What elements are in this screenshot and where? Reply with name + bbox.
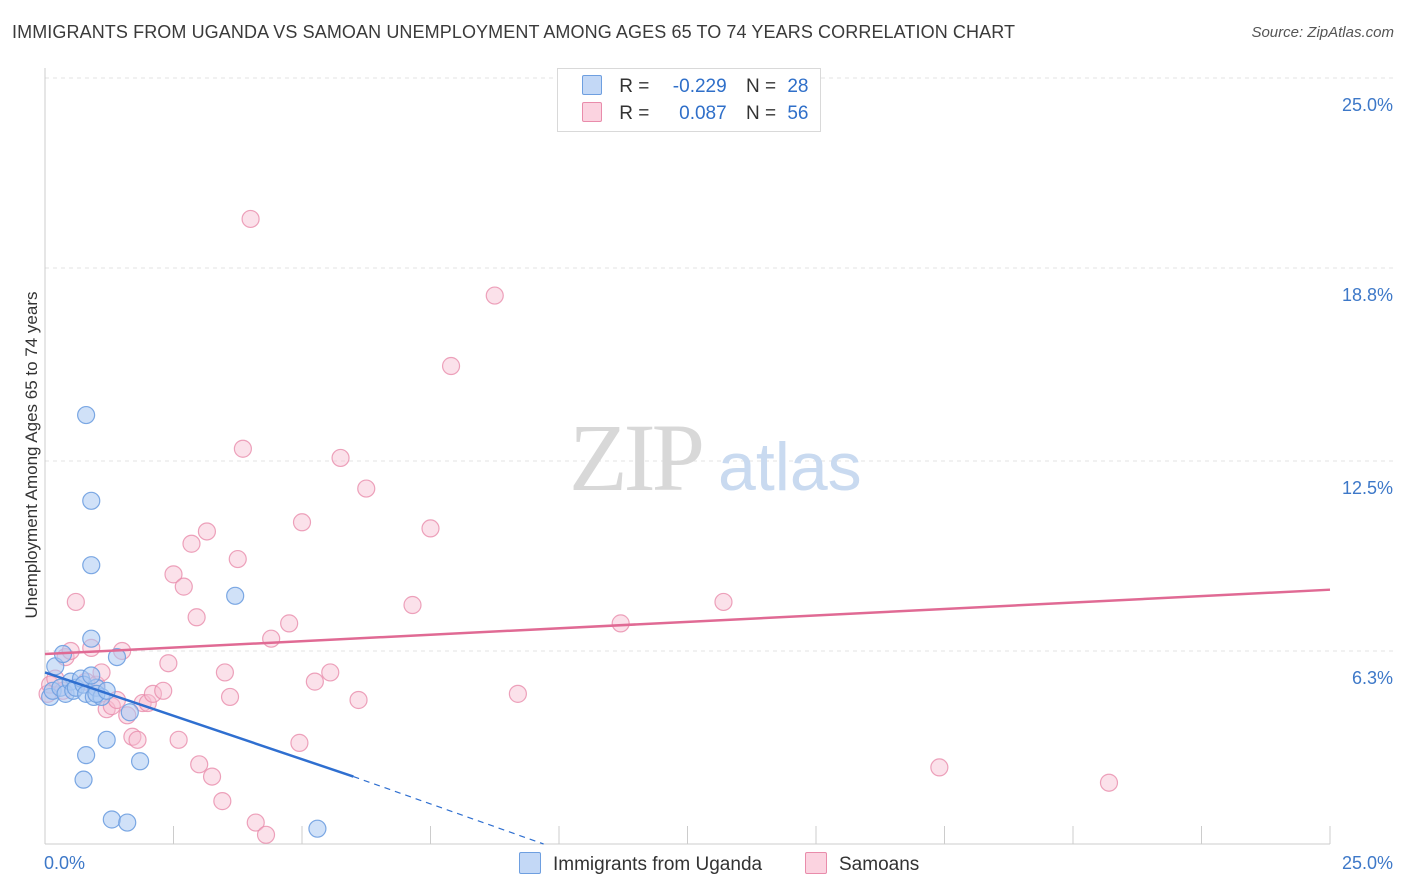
uganda-point (77, 746, 96, 765)
y-tick-label: 6.3% (1352, 668, 1393, 688)
samoan-point (403, 595, 422, 615)
samoan-point (485, 286, 504, 305)
x-tick-label-max: 25.0% (1342, 853, 1393, 873)
samoa-swatch (582, 102, 602, 122)
trend-lines (44, 588, 1331, 845)
legend-samoa-r-value: 0.087 (679, 103, 727, 124)
uganda-point (82, 556, 101, 575)
legend-samoa-n-value: 56 (787, 103, 809, 124)
uganda-point (82, 666, 101, 685)
samoan-point (202, 767, 222, 786)
correlation-legend: R = -0.229 N = 28 R = 0.087 N = 56 (557, 68, 821, 132)
samoan-point (233, 439, 252, 458)
samoan-point (290, 733, 309, 752)
source-label: Source: ZipAtlas.com (1251, 24, 1394, 41)
samoan-point (246, 813, 265, 832)
legend-samoa-r-label: R = (619, 103, 650, 124)
bottom-samoa-swatch (805, 852, 827, 874)
samoan-point (143, 684, 163, 703)
bottom-uganda-label: Immigrants from Uganda (553, 854, 763, 875)
samoan-point (256, 825, 276, 844)
watermark-atlas: atlas (718, 429, 862, 505)
samoan-point (262, 629, 281, 648)
legend-uganda-r-label: R = (619, 76, 650, 97)
bottom-uganda-swatch (519, 852, 541, 874)
uganda-point (102, 810, 121, 829)
samoan-point (174, 577, 193, 596)
samoan-point (321, 663, 340, 682)
samoan-point (190, 755, 209, 774)
uganda-point (118, 813, 137, 832)
y-axis-label: Unemployment Among Ages 65 to 74 years (22, 291, 41, 619)
legend-row-samoa: R = 0.087 N = 56 (582, 102, 808, 128)
samoan-point (508, 684, 527, 703)
samoan-point (930, 758, 949, 777)
uganda-point (130, 752, 150, 771)
samoan-point (159, 654, 178, 673)
uganda-point (120, 703, 139, 722)
samoan-point (441, 356, 461, 376)
grid-lines (45, 77, 1393, 652)
samoan-point (228, 549, 247, 569)
samoan-point (169, 730, 188, 749)
samoan-point (215, 663, 234, 682)
samoan-point (66, 592, 85, 612)
samoan-point (241, 209, 260, 229)
samoan-point (182, 534, 201, 553)
uganda-series (41, 405, 327, 838)
samoan-point (1099, 773, 1119, 792)
legend-uganda-n-label: N = (745, 76, 777, 97)
samoan-point (164, 565, 183, 584)
y-tick-label: 12.5% (1342, 478, 1393, 498)
watermark-zip: ZIP (569, 404, 702, 511)
uganda-point (74, 770, 93, 789)
samoan-point (305, 672, 324, 691)
samoan-point (220, 687, 240, 707)
samoan-point (123, 727, 142, 746)
samoan-point (421, 519, 440, 538)
samoan-point (714, 592, 733, 612)
samoan-point (213, 792, 232, 811)
y-tick-label: 18.8% (1342, 285, 1393, 305)
samoan-point (280, 614, 299, 633)
uganda-point (97, 730, 116, 749)
bottom-legend-samoa: Samoans (805, 852, 919, 876)
legend-uganda-r-value: -0.229 (672, 76, 727, 97)
samoan-point (292, 513, 312, 532)
samoan-point (154, 681, 173, 700)
samoan-point (187, 608, 206, 627)
samoan-trend-line (44, 588, 1331, 656)
samoan-point (611, 614, 630, 633)
chart-title: IMMIGRANTS FROM UGANDA VS SAMOAN UNEMPLO… (12, 22, 1016, 42)
uganda-trend-line (44, 671, 354, 778)
bottom-samoa-label: Samoans (839, 854, 920, 875)
legend-uganda-n-value: 28 (787, 76, 809, 97)
uganda-point (226, 586, 245, 605)
bottom-legend-uganda: Immigrants from Uganda (519, 852, 762, 876)
samoan-series (38, 209, 1119, 844)
legend-samoa-n-label: N = (745, 103, 777, 124)
uganda-swatch (582, 75, 602, 95)
uganda-point (107, 647, 127, 667)
axes (44, 68, 1331, 845)
x-tick-label-min: 0.0% (44, 853, 85, 873)
watermark: ZIP atlas (569, 404, 862, 511)
samoan-point (349, 690, 368, 710)
samoan-point (197, 522, 217, 541)
samoan-point (357, 479, 376, 498)
uganda-point (308, 819, 327, 838)
y-tick-label: 25.0% (1342, 95, 1393, 115)
legend-row-uganda: R = -0.229 N = 28 (582, 75, 808, 101)
tick-labels: 6.3% 12.5% 18.8% 25.0% 0.0% 25.0% (44, 95, 1393, 873)
samoan-point (331, 448, 350, 468)
uganda-point (82, 629, 101, 648)
samoan-point (128, 730, 147, 749)
uganda-trend-extension (353, 776, 544, 845)
uganda-point (77, 405, 96, 425)
uganda-point (82, 491, 101, 510)
